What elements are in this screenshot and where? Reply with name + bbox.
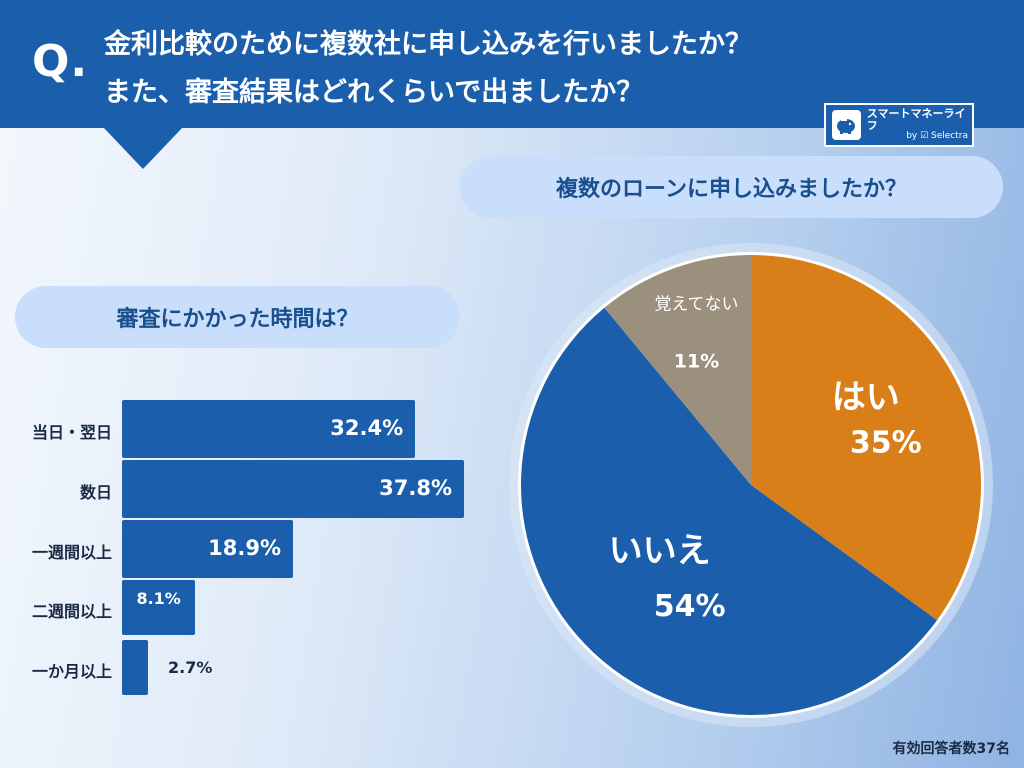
bar-value-label: 2.7% <box>168 657 213 677</box>
pie-slice-3 <box>604 255 751 485</box>
pie-section-title: 複数のローンに申し込みましたか？ <box>460 156 1003 218</box>
question-line-2: また、審査結果はどれくらいで出ましたか？ <box>104 77 644 108</box>
bar-category-label: 当日・翌日 <box>31 423 112 442</box>
respondent-count: 有効回答者数37名 <box>892 741 1010 757</box>
bar-section-title: 審査にかかった時間は？ <box>15 286 460 348</box>
pie-halo <box>509 243 993 727</box>
bar <box>122 460 464 518</box>
bar <box>122 580 196 635</box>
banner-pointer <box>103 127 183 169</box>
logo-title: スマートマネーライフ <box>866 106 966 133</box>
pie-slice-1 <box>751 255 981 621</box>
bar-value-label: 18.9% <box>208 536 281 560</box>
brand-logo: スマートマネーライフ by ☑ Selectra <box>824 103 974 147</box>
q-mark: Q. <box>32 36 89 87</box>
pie-label-2: いいえ <box>609 531 711 571</box>
bar-value-label: 32.4% <box>330 416 404 440</box>
pie-border <box>518 252 984 718</box>
pie-label-3: 覚えてない <box>654 295 738 315</box>
logo-subtitle: by ☑ Selectra <box>906 131 968 142</box>
bar <box>122 640 148 695</box>
bar <box>122 400 416 458</box>
pie-value-3: 11% <box>674 351 719 373</box>
bar <box>122 520 293 578</box>
pie-label-1: はい <box>832 378 900 418</box>
pie-value-1: 35% <box>850 426 922 461</box>
question-line-1: 金利比較のために複数社に申し込みを行いましたか？ <box>104 29 752 60</box>
piggy-bank-icon <box>832 110 861 140</box>
bar-category-label: 数日 <box>79 483 112 502</box>
pie-slice-2 <box>520 307 938 716</box>
bar-category-label: 一週間以上 <box>31 543 112 562</box>
bar-category-label: 二週間以上 <box>31 601 112 621</box>
bar-value-label: 37.8% <box>379 476 452 500</box>
bar-value-label: 8.1% <box>136 588 181 608</box>
pie-value-2: 54% <box>654 589 726 624</box>
bar-category-label: 一か月以上 <box>31 661 112 681</box>
